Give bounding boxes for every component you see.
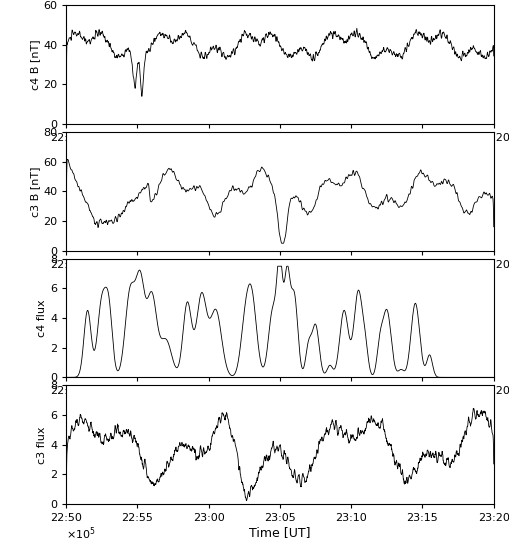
Y-axis label: c4 flux: c4 flux: [37, 299, 47, 337]
Y-axis label: c3 B [nT]: c3 B [nT]: [30, 166, 40, 217]
Text: $\times\mathregular{10}^5$: $\times\mathregular{10}^5$: [66, 525, 96, 542]
X-axis label: Time [UT]: Time [UT]: [249, 526, 310, 539]
Y-axis label: c3 flux: c3 flux: [37, 426, 47, 463]
Text: $\times\mathregular{10}^5$: $\times\mathregular{10}^5$: [66, 399, 96, 415]
Y-axis label: c4 B [nT]: c4 B [nT]: [30, 40, 40, 90]
